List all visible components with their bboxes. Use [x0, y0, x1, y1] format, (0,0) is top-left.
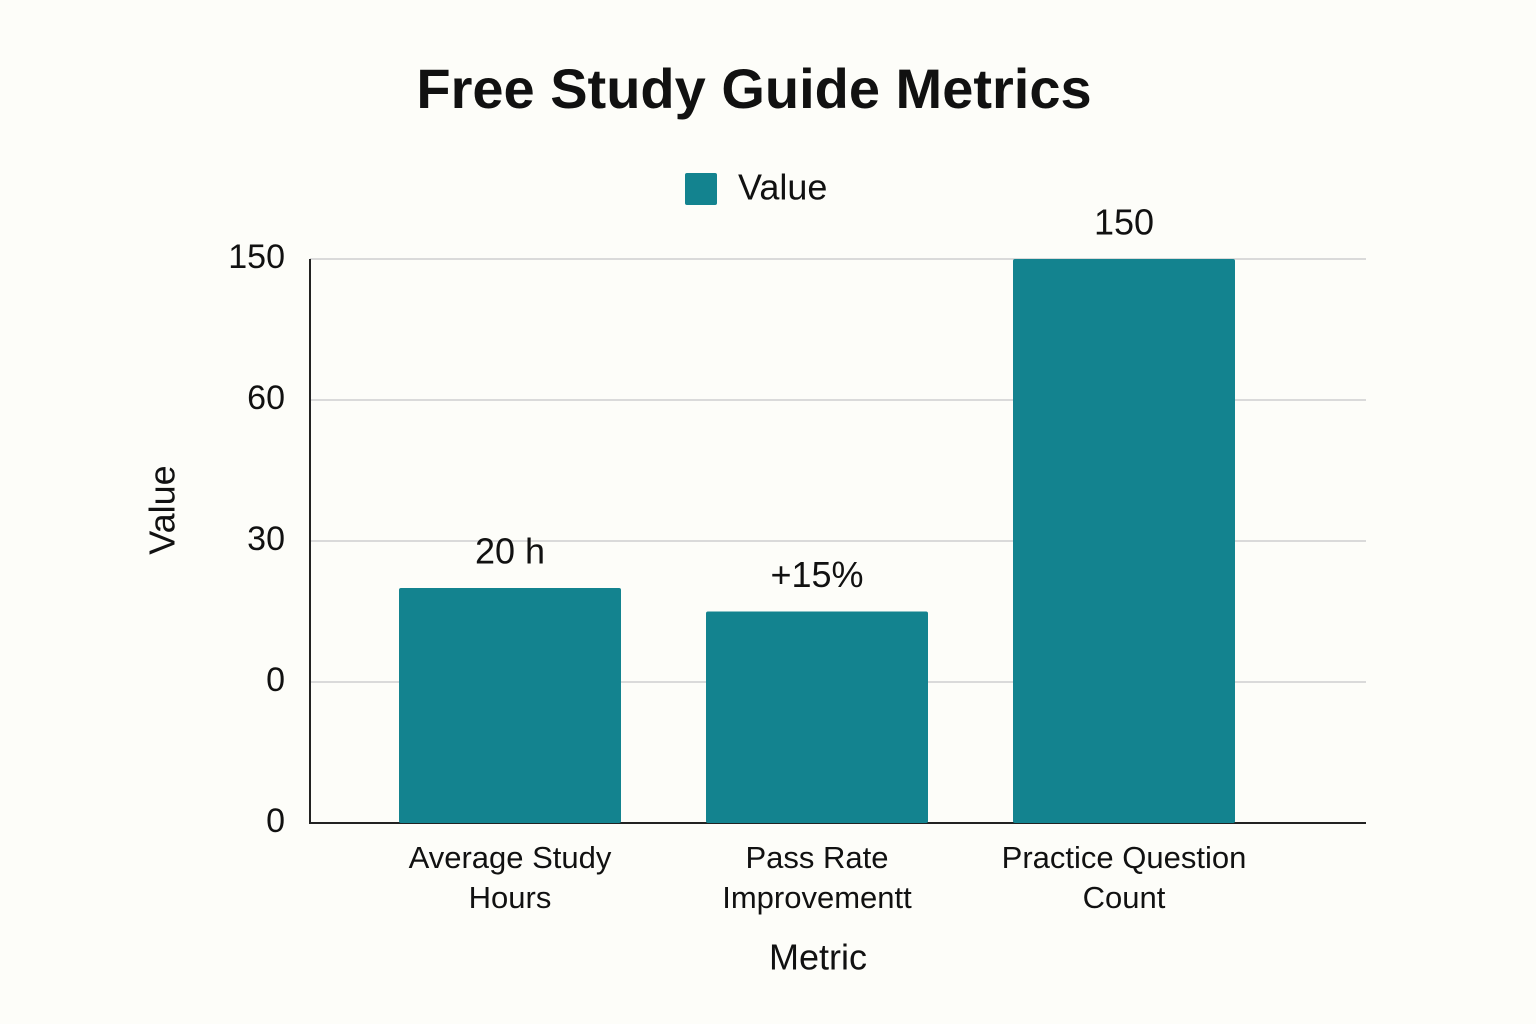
x-tick-label: Practice Question Count: [1001, 840, 1247, 915]
y-tick-label: 60: [247, 379, 285, 417]
bar: [1013, 259, 1235, 823]
data-label: 20 h: [475, 531, 545, 572]
legend-swatch: [685, 173, 717, 205]
y-tick-label: 150: [228, 238, 285, 276]
y-tick-label: 30: [247, 520, 285, 558]
y-tick-label: 0: [266, 661, 285, 699]
bar: [706, 611, 928, 823]
x-axis-title: Metric: [769, 937, 867, 978]
chart-title: Free Study Guide Metrics: [416, 57, 1091, 120]
data-label: +15%: [770, 554, 863, 595]
y-tick-label: 0: [266, 802, 285, 840]
x-tick-label: Pass Rate Improvementt: [722, 840, 912, 915]
data-label: 150: [1094, 202, 1154, 243]
y-axis-title: Value: [142, 465, 183, 554]
x-tick-label: Average Study Hours: [408, 840, 612, 915]
legend-label: Value: [738, 167, 827, 208]
bar: [399, 588, 621, 823]
